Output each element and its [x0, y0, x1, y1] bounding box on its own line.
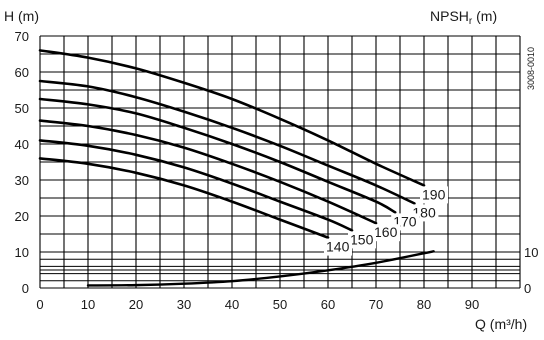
x-tick-label: 30 — [177, 297, 191, 312]
x-axis-title: Q (m³/h) — [475, 316, 527, 332]
curve-label-background — [420, 186, 448, 204]
head-curve-180 — [38, 79, 416, 205]
x-tick-label: 20 — [129, 297, 143, 312]
x-tick-label: 90 — [465, 297, 479, 312]
curve-label-140: 140 — [326, 239, 350, 255]
x-tick-label: 60 — [321, 297, 335, 312]
y-tick-label: 70 — [15, 29, 29, 44]
x-tick-label: 40 — [225, 297, 239, 312]
curve-label-background — [324, 238, 352, 256]
y-tick-label: 60 — [15, 65, 29, 80]
head-curve-140 — [38, 157, 330, 239]
x-tick-label: 70 — [369, 297, 383, 312]
npsh-line — [86, 250, 435, 287]
curve-label-background — [372, 224, 400, 242]
x-tick-label: 0 — [36, 297, 43, 312]
x-tick-label: 10 — [81, 297, 95, 312]
y2-tick-label: 10 — [524, 245, 538, 260]
head-curve-160 — [38, 119, 378, 225]
y-tick-label: 10 — [15, 245, 29, 260]
curve-label-150: 150 — [350, 231, 374, 247]
curve-label-160: 160 — [374, 224, 398, 240]
document-code: 3008-0010 — [526, 47, 536, 90]
y-tick-label: 50 — [15, 101, 29, 116]
npsh-curve — [86, 250, 435, 287]
curve-label-background — [348, 231, 376, 249]
curve-label-190: 190 — [422, 186, 446, 202]
x-tick-label: 50 — [273, 297, 287, 312]
tick-labels: 0 10 20 30 40 50 60 70 80 90 0 10 20 30 40 50 60 70 10 0 — [15, 29, 539, 312]
y-tick-label: 40 — [15, 137, 29, 152]
y2-axis-title-unit: (m) — [472, 8, 497, 24]
y2-axis-title: NPSHr (m) — [430, 8, 497, 27]
y-tick-label: 0 — [22, 281, 29, 296]
y2-tick-label: 0 — [524, 281, 531, 296]
y2-axis-title-main: NPSH — [430, 8, 469, 24]
head-curves — [38, 49, 426, 239]
y2-axis-title-subscript: r — [469, 16, 473, 27]
head-curve-170 — [38, 97, 397, 214]
y-axis-title: H (m) — [4, 8, 39, 24]
x-tick-label: 80 — [417, 297, 431, 312]
head-curve-190 — [38, 49, 426, 187]
head-curve-150 — [38, 139, 354, 232]
y-tick-label: 30 — [15, 173, 29, 188]
y-tick-label: 20 — [15, 209, 29, 224]
